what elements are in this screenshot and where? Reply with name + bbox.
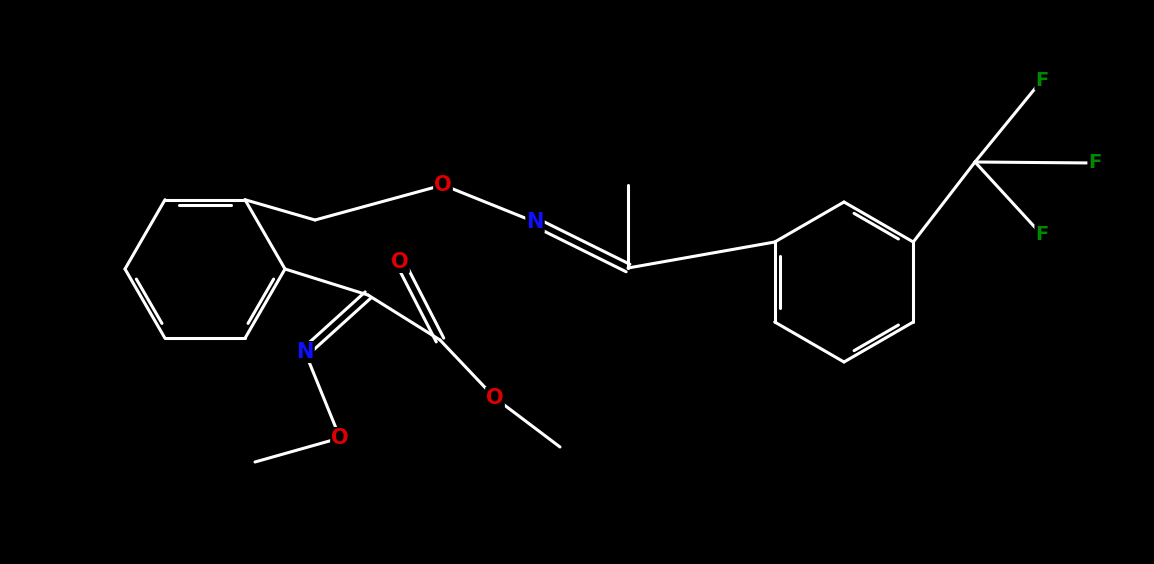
Text: O: O bbox=[486, 388, 504, 408]
Text: F: F bbox=[1088, 153, 1102, 173]
Text: O: O bbox=[391, 252, 409, 272]
Text: F: F bbox=[1035, 70, 1049, 90]
Text: N: N bbox=[526, 212, 544, 232]
Text: O: O bbox=[434, 175, 452, 195]
Text: O: O bbox=[331, 428, 349, 448]
Text: F: F bbox=[1035, 226, 1049, 245]
Text: N: N bbox=[297, 342, 314, 362]
